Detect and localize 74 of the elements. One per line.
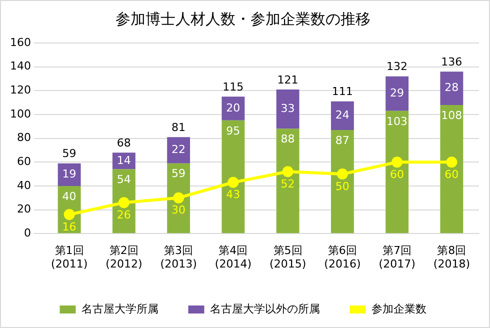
data-label: 40 — [62, 190, 76, 203]
data-label: 14 — [116, 154, 131, 167]
bar — [330, 130, 354, 234]
data-label: 24 — [335, 108, 350, 122]
y-tick-label: 120 — [10, 84, 31, 97]
bar — [222, 120, 245, 234]
point — [282, 166, 294, 178]
x-tick-label: 第8回 (2018) — [433, 244, 470, 270]
data-label: 108 — [441, 108, 462, 122]
x-tick-label: 第3回 (2013) — [160, 244, 197, 270]
y-tick-label: 0 — [24, 226, 31, 240]
bar — [386, 76, 409, 111]
y-tick-label: 140 — [10, 60, 31, 73]
total-label: 136 — [441, 55, 462, 68]
bar — [386, 110, 409, 234]
data-label: 87 — [335, 134, 350, 147]
total-label: 115 — [222, 80, 244, 94]
bar — [112, 152, 136, 170]
point — [336, 168, 348, 180]
total-label: 81 — [172, 120, 186, 134]
data-label: 59 — [172, 167, 186, 180]
data-label: 16 — [62, 220, 76, 234]
bar — [440, 72, 464, 105]
y-tick-label: 100 — [10, 107, 31, 120]
point — [446, 156, 458, 168]
x-tick-label: 第6回 (2016) — [324, 244, 361, 270]
total-label: 59 — [62, 147, 76, 160]
y-tick-label: 60 — [16, 154, 31, 168]
data-label: 19 — [62, 167, 76, 180]
y-tick-label: 40 — [16, 178, 31, 192]
data-label: 103 — [386, 114, 408, 128]
bar — [330, 101, 354, 130]
data-label: 28 — [444, 81, 459, 94]
y-tick-label: 160 — [10, 36, 31, 49]
legend-label: 参加企業数 — [371, 302, 426, 316]
total-label: 68 — [116, 136, 131, 150]
bar — [276, 89, 300, 129]
y-tick-label: 20 — [16, 202, 31, 216]
x-tick-label: 第5回 (2015) — [270, 244, 306, 270]
total-label: 111 — [332, 85, 353, 98]
chart-title: 参加博士人材人数・参加企業数の推移 — [116, 10, 370, 28]
data-label: 20 — [226, 101, 240, 114]
data-label: 88 — [280, 132, 295, 146]
data-label: 29 — [390, 86, 404, 100]
x-tick-label: 第2回 (2012) — [106, 244, 142, 270]
data-label: 50 — [335, 180, 350, 193]
data-label: 54 — [116, 173, 131, 186]
total-label: 121 — [277, 73, 298, 86]
data-label: 95 — [226, 124, 240, 138]
bar — [222, 96, 245, 120]
data-label: 33 — [280, 102, 295, 115]
point — [118, 197, 130, 208]
y-tick-label: 80 — [16, 131, 31, 144]
data-label: 60 — [390, 168, 404, 181]
x-tick-label: 第1回 (2011) — [51, 244, 88, 270]
point — [228, 176, 239, 188]
bar — [276, 128, 300, 234]
x-tick-label: 第7回 (2017) — [378, 244, 416, 270]
data-label: 30 — [172, 204, 186, 217]
data-label: 26 — [116, 208, 131, 222]
legend-label: 名古屋大学以外の所属 — [210, 302, 320, 316]
data-label: 52 — [280, 178, 295, 191]
bar — [440, 104, 464, 234]
bar — [167, 137, 190, 164]
total-label: 132 — [386, 60, 408, 74]
x-tick-label: 第4回 (2014) — [214, 244, 252, 270]
data-label: 60 — [444, 168, 459, 181]
legend-label: 名古屋大学所属 — [81, 302, 158, 316]
data-label: 43 — [226, 188, 240, 202]
point — [392, 156, 403, 168]
data-label: 22 — [172, 143, 186, 156]
bar — [58, 163, 81, 186]
point — [173, 192, 184, 204]
point — [64, 209, 75, 220]
